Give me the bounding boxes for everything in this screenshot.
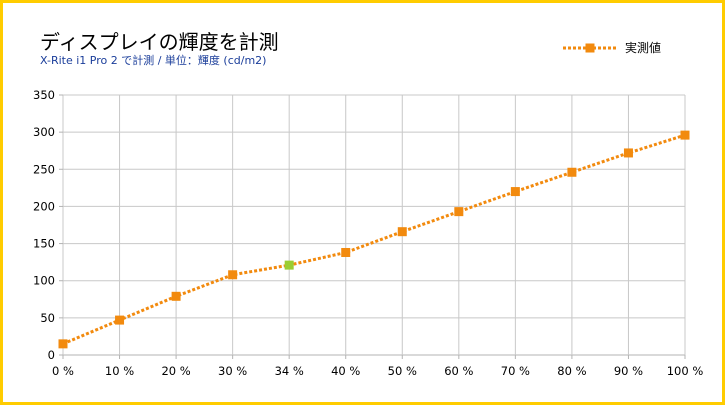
y-tick-label: 250 [33, 162, 55, 176]
x-tick-label: 30 % [218, 364, 247, 378]
data-point-6 [397, 227, 407, 237]
data-point-11 [680, 130, 690, 140]
y-tick-label: 100 [33, 274, 55, 288]
legend: 実測値 [563, 40, 661, 55]
x-tick-label: 20 % [161, 364, 190, 378]
data-point-8 [510, 187, 520, 197]
y-tick-label: 50 [40, 311, 55, 325]
data-point-7 [454, 207, 464, 217]
x-tick-label: 50 % [388, 364, 417, 378]
series-line-0 [62, 133, 686, 346]
x-tick-label: 80 % [557, 364, 586, 378]
y-tick-label: 0 [48, 348, 55, 362]
y-tick-label: 200 [33, 199, 55, 213]
data-point-9 [567, 167, 577, 177]
data-point-10 [623, 148, 633, 158]
y-tick-label: 350 [33, 88, 55, 102]
x-tick-label: 90 % [614, 364, 643, 378]
data-point-5 [341, 247, 351, 257]
chart-title: ディスプレイの輝度を計測 [40, 30, 279, 54]
x-tick-label: 60 % [444, 364, 473, 378]
gridlines [62, 94, 686, 356]
x-tick-label: 10 % [105, 364, 134, 378]
data-point-4 [284, 260, 294, 270]
legend-label-measured: 実測値 [625, 40, 661, 55]
data-point-3 [228, 270, 238, 280]
x-tick-label: 100 % [667, 364, 704, 378]
x-tick-label: 0 % [52, 364, 74, 378]
data-point-0 [58, 339, 68, 349]
y-axis-ticks: 0 50 100 150 200 250 300 350 [33, 88, 63, 362]
legend-marker [585, 43, 595, 53]
data-point-1 [115, 315, 125, 325]
x-tick-label: 34 % [275, 364, 304, 378]
x-axis-ticks: 0 % 10 % 20 % 30 % 34 % 40 % 50 % 60 % 70 % 80 % 9… [52, 355, 703, 378]
x-tick-label: 70 % [501, 364, 530, 378]
y-tick-label: 300 [33, 125, 55, 139]
chart-subtitle: X-Rite i1 Pro 2 で計測 / 単位：輝度 (cd/m2) [40, 54, 267, 67]
series-layer [58, 130, 690, 349]
x-tick-label: 40 % [331, 364, 360, 378]
y-tick-label: 150 [33, 237, 55, 251]
data-point-2 [171, 291, 181, 301]
